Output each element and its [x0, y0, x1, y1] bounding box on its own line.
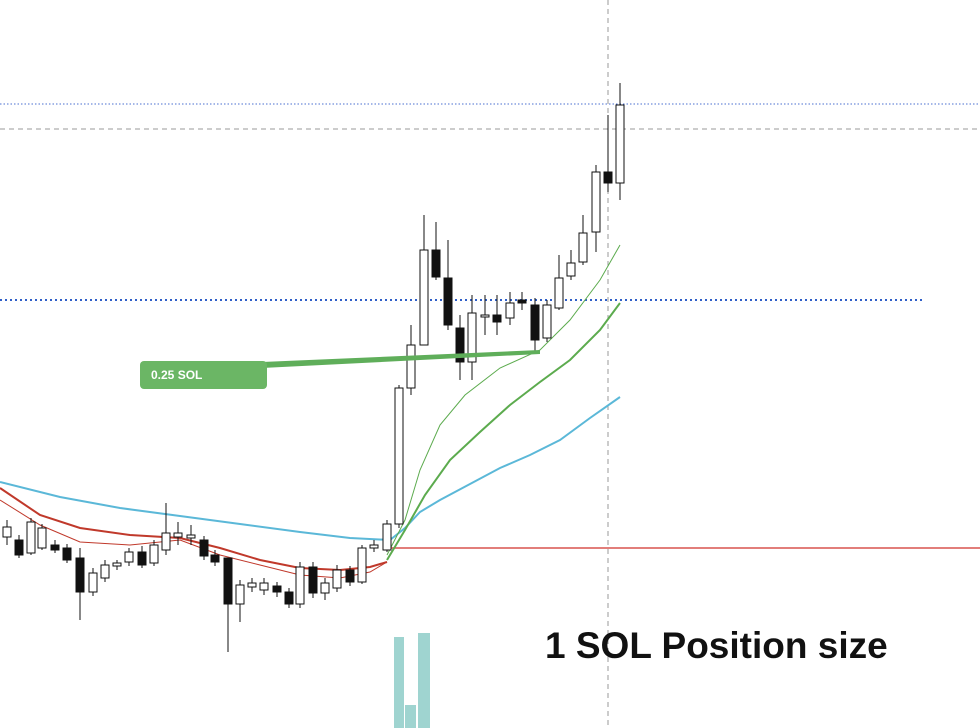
label-pill	[140, 361, 267, 389]
candle-body	[542, 304, 552, 339]
candle-body	[272, 585, 282, 593]
candle-body	[75, 557, 85, 593]
candles	[2, 83, 625, 652]
candle-body	[530, 304, 540, 341]
candle-body	[37, 527, 47, 549]
candle-body	[161, 532, 171, 551]
candle-body	[247, 582, 257, 588]
candle-body	[578, 232, 588, 263]
candle-body	[394, 387, 404, 525]
candle-body	[308, 566, 318, 594]
candle-body	[14, 539, 24, 556]
candle-body	[259, 582, 269, 591]
candle-body	[566, 262, 576, 277]
candle-body	[591, 171, 601, 233]
volume-bar	[394, 637, 404, 728]
caption: 1 SOL Position size	[545, 625, 888, 666]
label-connector	[262, 350, 540, 368]
candle-body	[345, 569, 355, 583]
candle-body	[554, 277, 564, 309]
candle-body	[186, 534, 196, 539]
candle-body	[382, 523, 392, 551]
ma-green-thin	[386, 244, 621, 556]
candle-body	[235, 584, 245, 605]
position-label: 0.25 SOL	[151, 368, 202, 382]
candle-body	[320, 582, 330, 594]
candle-body	[467, 312, 477, 363]
candle-body	[88, 572, 98, 593]
volume-bar	[405, 705, 416, 728]
candle-body	[431, 249, 441, 278]
candle-body	[443, 277, 453, 326]
candle-body	[505, 302, 515, 319]
candle-body	[223, 557, 233, 605]
volume-bar	[418, 633, 430, 728]
ma-red-thin	[0, 499, 388, 579]
candle-body	[124, 551, 134, 563]
candle-body	[100, 564, 110, 579]
candle-body	[199, 539, 209, 557]
candle-body	[112, 562, 122, 567]
ma-green	[386, 302, 621, 561]
candle-body	[26, 521, 36, 554]
moving-averages	[0, 244, 621, 579]
candle-body	[517, 299, 527, 304]
candle-body	[419, 249, 429, 346]
candle-body	[455, 327, 465, 363]
candle-body	[173, 532, 183, 538]
candle-body	[603, 171, 613, 184]
candle-body	[210, 554, 220, 563]
ma-red	[0, 487, 388, 572]
candle-body	[295, 566, 305, 605]
candle-body	[149, 544, 159, 564]
candle-body	[406, 344, 416, 389]
candle-body	[480, 314, 490, 318]
candle-body	[357, 547, 367, 583]
ma-slow	[0, 396, 621, 542]
candle-body	[137, 551, 147, 566]
volume	[394, 633, 430, 728]
candle-body	[284, 591, 294, 605]
candle-body	[369, 544, 379, 549]
candle-body	[2, 526, 12, 538]
candle-body	[62, 547, 72, 561]
candle-body	[332, 569, 342, 589]
candle-body	[50, 544, 60, 551]
candle-body	[492, 314, 502, 323]
candle-body	[615, 104, 625, 184]
